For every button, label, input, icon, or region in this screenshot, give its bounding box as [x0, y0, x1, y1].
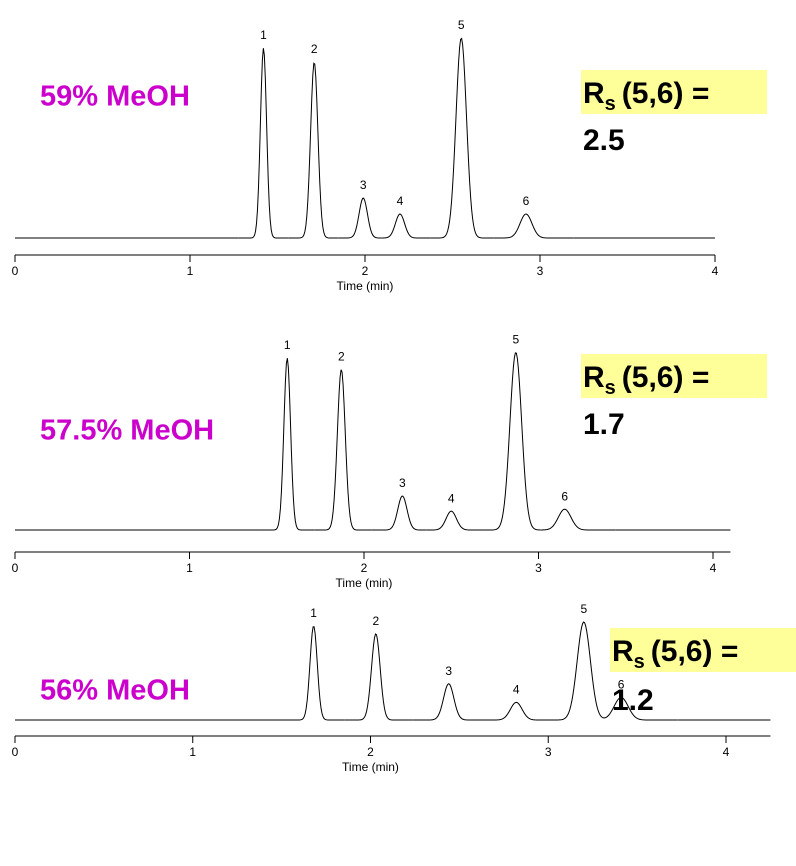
peak: [426, 510, 484, 531]
peak: [483, 352, 541, 531]
annotation-text: (5,6) =: [651, 635, 739, 668]
peak: [540, 508, 616, 531]
peak-label: 4: [397, 194, 404, 208]
peak-label: 3: [399, 476, 406, 490]
peak-label: 6: [561, 489, 568, 503]
peak: [314, 369, 372, 531]
annotation-value: 1.2: [612, 684, 654, 717]
annotation-symbol: R: [583, 361, 605, 394]
annotation: Rs (5,6) =: [583, 361, 709, 399]
panel-title: 57.5% MeOH: [40, 415, 214, 447]
annotation-highlight: [581, 354, 767, 398]
annotation-text: (5,6) =: [622, 77, 710, 110]
peak: [371, 495, 427, 531]
peak: [430, 37, 494, 239]
annotation: Rs (5,6) =: [583, 77, 709, 115]
x-tick-label: 3: [537, 264, 544, 278]
x-tick-label: 0: [12, 264, 19, 278]
x-tick-label: 3: [535, 561, 542, 575]
peak: [260, 358, 315, 531]
annotation-highlight: [610, 628, 796, 672]
peak-label: 5: [512, 333, 519, 347]
peak: [284, 626, 345, 721]
x-tick-label: 2: [362, 264, 369, 278]
peak: [482, 701, 551, 721]
peak-label: 2: [372, 614, 379, 628]
x-tick-label: 4: [710, 561, 717, 575]
x-axis-label: Time (min): [336, 576, 393, 590]
x-tick-label: 2: [361, 561, 368, 575]
peak-label: 5: [580, 602, 587, 616]
x-tick-label: 4: [712, 264, 719, 278]
panel-title: 56% MeOH: [40, 675, 190, 707]
x-tick-label: 4: [723, 745, 730, 759]
x-tick-label: 2: [367, 745, 374, 759]
x-tick-label: 0: [12, 561, 19, 575]
peak: [493, 213, 574, 239]
annotation-value: 2.5: [583, 124, 625, 157]
peak-label: 1: [310, 606, 317, 620]
x-tick-label: 1: [189, 745, 196, 759]
annotation-subscript: s: [634, 651, 645, 673]
x-tick-label: 3: [545, 745, 552, 759]
peak: [602, 696, 678, 721]
peak-label: 2: [311, 42, 318, 56]
panel: 57.5% MeOH Rs (5,6) = 1.7 0 1 2 3 4 Time (min) 1 2 3…: [12, 333, 767, 590]
peak: [238, 48, 289, 239]
peak-label: 4: [448, 491, 455, 505]
peak-label: 3: [445, 664, 452, 678]
peak-label: 6: [523, 194, 530, 208]
peak-label: 3: [360, 178, 367, 192]
panel-title: 59% MeOH: [40, 81, 190, 113]
x-tick-label: 1: [186, 561, 193, 575]
annotation: Rs (5,6) =: [612, 635, 738, 673]
annotation-subscript: s: [605, 377, 616, 399]
peak-label: 1: [260, 28, 267, 42]
peak-label: 5: [458, 18, 465, 32]
peak: [550, 621, 603, 721]
annotation-value: 1.7: [583, 408, 625, 441]
peak-label: 4: [513, 683, 520, 697]
peak: [381, 213, 431, 239]
peak-label: 6: [618, 678, 625, 692]
peak: [412, 683, 483, 721]
x-tick-label: 0: [12, 745, 19, 759]
peak: [338, 197, 382, 239]
peak: [344, 633, 413, 721]
peak: [288, 62, 339, 239]
x-axis-label: Time (min): [342, 760, 399, 774]
annotation-subscript: s: [605, 93, 616, 115]
annotation-symbol: R: [583, 77, 605, 110]
x-tick-label: 1: [187, 264, 194, 278]
panel: 56% MeOH Rs (5,6) = 1.2 0 1 2 3 4 Time (min) 1 2 3 4 5…: [12, 602, 796, 774]
annotation-symbol: R: [612, 635, 634, 668]
peak-label: 1: [284, 338, 291, 352]
annotation-text: (5,6) =: [622, 361, 710, 394]
panel: 59% MeOH Rs (5,6) = 2.5 0 1 2 3 4 Time (min) 1 2 3 4 5…: [12, 18, 767, 293]
annotation-highlight: [581, 70, 767, 114]
x-axis-label: Time (min): [337, 279, 394, 293]
peak-label: 2: [338, 350, 345, 364]
